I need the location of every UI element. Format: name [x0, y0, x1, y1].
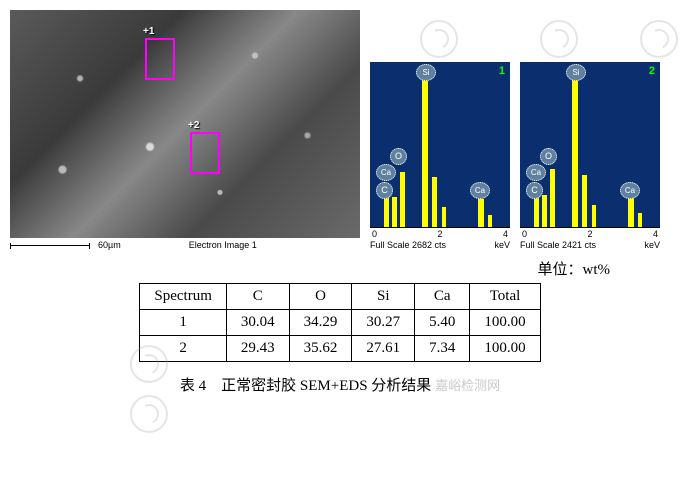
watermark-icon [640, 20, 678, 58]
table-cell: 100.00 [470, 310, 540, 336]
element-label: Si [416, 64, 436, 81]
spectrum-plot: 1CCaOSiCa [370, 62, 510, 227]
table-cell: 34.29 [289, 310, 352, 336]
element-label: Ca [376, 164, 396, 181]
spectrum-panel: 2CCaOSiCa024Full Scale 2421 cts keV [520, 62, 660, 250]
spectrum-plot: 2CCaOSiCa [520, 62, 660, 227]
table-header: O [289, 284, 352, 310]
sem-panel: +1 +2 60µm Electron Image 1 [10, 10, 360, 250]
table-header: Spectrum [140, 284, 227, 310]
table-row: 130.0434.2930.275.40100.00 [140, 310, 540, 336]
spectrum-caption: Full Scale 2682 cts keV [370, 240, 510, 250]
spectrum-peak [550, 169, 555, 227]
spectrum-peak [478, 199, 484, 227]
spectrum-number: 1 [499, 65, 505, 77]
table-cell: 30.04 [226, 310, 289, 336]
table-cell: 30.27 [352, 310, 415, 336]
table-cell: 35.62 [289, 336, 352, 362]
eds-spectra: 1CCaOSiCa024Full Scale 2682 cts keV2CCaO… [370, 62, 660, 250]
watermark-icon [540, 20, 578, 58]
element-label: O [540, 148, 557, 165]
table-cell: 7.34 [415, 336, 470, 362]
table-header: Ca [415, 284, 470, 310]
results-table: SpectrumCOSiCaTotal 130.0434.2930.275.40… [139, 283, 540, 362]
watermark-icon [130, 395, 168, 433]
spectrum-peak [488, 215, 492, 227]
table-row: 229.4335.6227.617.34100.00 [140, 336, 540, 362]
table-cell: 27.61 [352, 336, 415, 362]
element-label: Ca [526, 164, 546, 181]
sem-scalebar: 60µm Electron Image 1 [10, 240, 360, 250]
element-label: Ca [620, 182, 640, 199]
spectrum-peak [592, 205, 596, 227]
spectrum-caption: Full Scale 2421 cts keV [520, 240, 660, 250]
scalebar-label: 60µm [98, 240, 121, 250]
spectrum-axis: 024 [370, 227, 510, 240]
table-cell: 1 [140, 310, 227, 336]
spectrum-number: 2 [649, 65, 655, 77]
element-label: Ca [470, 182, 490, 199]
watermark-icon [420, 20, 458, 58]
spectrum-axis: 024 [520, 227, 660, 240]
roi-box: +1 [145, 38, 175, 80]
spectrum-peak [582, 175, 587, 227]
spectrum-peak [432, 177, 437, 227]
spectrum-peak [542, 195, 547, 227]
table-cell: 100.00 [470, 336, 540, 362]
spectrum-peak [638, 213, 642, 227]
table-header: Si [352, 284, 415, 310]
table-cell: 5.40 [415, 310, 470, 336]
roi-box: +2 [190, 132, 220, 174]
table-header: C [226, 284, 289, 310]
sem-caption: Electron Image 1 [189, 240, 257, 250]
unit-label: 单位：wt% [10, 258, 610, 279]
spectrum-peak [572, 72, 578, 227]
spectrum-peak [392, 197, 397, 227]
element-label: C [526, 182, 543, 199]
scalebar-line [10, 245, 90, 246]
watermark-icon [130, 345, 168, 383]
table-caption: 表 4 正常密封胶 SEM+EDS 分析结果 嘉峪检测网 [10, 374, 670, 395]
roi-label: +2 [188, 120, 199, 131]
spectrum-peak [400, 172, 405, 227]
element-label: O [390, 148, 407, 165]
sem-micrograph: +1 +2 [10, 10, 360, 238]
element-label: Si [566, 64, 586, 81]
element-label: C [376, 182, 393, 199]
spectrum-peak [422, 72, 428, 227]
roi-label: +1 [143, 26, 154, 37]
watermark-text: 嘉峪检测网 [435, 378, 500, 393]
spectrum-panel: 1CCaOSiCa024Full Scale 2682 cts keV [370, 62, 510, 250]
spectrum-peak [442, 207, 446, 227]
table-header: Total [470, 284, 540, 310]
table-cell: 29.43 [226, 336, 289, 362]
